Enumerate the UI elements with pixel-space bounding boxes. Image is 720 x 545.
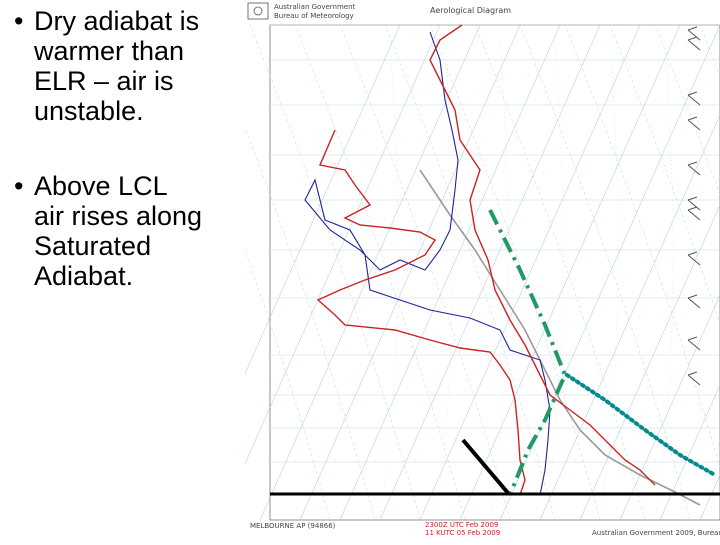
dry-adiabat-line: [159, 24, 331, 521]
dry-adiabat-line: [294, 24, 466, 521]
saturated-adiabat-lines: [379, 39, 720, 521]
isotherm-line: [219, 24, 441, 521]
parcel-path-curve: [419, 169, 701, 506]
wind-barb: [687, 39, 701, 51]
wind-barb-flag: [687, 336, 698, 341]
dry-adiabat-line: [339, 24, 511, 521]
wind-barb: [687, 29, 701, 41]
footer-time: 2300Z UTC Feb 2009: [425, 521, 498, 529]
wind-barb: [687, 119, 701, 131]
dry-adiabat-ascent-path: [565, 373, 717, 477]
bullet-text: Above LCL air rises along Saturated Adia…: [34, 171, 203, 291]
wind-barb-flag: [687, 36, 698, 41]
dry-adiabat-line: [204, 24, 376, 521]
dewpoint-profile: [304, 31, 551, 496]
wind-barb: [687, 164, 701, 176]
isotherm-line: [419, 24, 641, 521]
wind-barb-flag: [687, 26, 698, 31]
saturated-adiabat-line: [544, 39, 564, 521]
header-agency-1: Australian Government: [274, 3, 356, 11]
isotherm-line: [579, 204, 720, 521]
isotherm-line: [299, 24, 521, 521]
wind-barb: [687, 297, 701, 309]
isotherm-line: [339, 24, 561, 521]
dry-adiabat-lines: [159, 24, 720, 521]
isotherm-lines: [179, 24, 720, 521]
aerological-diagram: Australian Government Bureau of Meteorol…: [159, 0, 720, 540]
isotherm-line: [179, 24, 401, 521]
dry-adiabat-line: [564, 24, 720, 468]
surface-parcel-marker: [461, 438, 510, 495]
wind-barb: [687, 339, 701, 351]
dry-adiabat-line: [249, 24, 421, 521]
bom-logo: [247, 2, 269, 20]
dry-adiabat-line: [474, 24, 646, 521]
bullet-dot: •: [14, 6, 24, 36]
plot-frame: [269, 24, 720, 521]
saturated-adiabat-line: [654, 39, 674, 521]
wind-barb-flag: [687, 161, 698, 166]
saturated-adiabat-line: [434, 39, 454, 521]
wind-barb: [687, 94, 701, 106]
isotherm-line: [659, 384, 720, 521]
slide-text: • Dry adiabat is warmer than ELR – air i…: [0, 0, 245, 540]
bullet-text: Dry adiabat is warmer than ELR – air is …: [34, 6, 200, 126]
temperature-profile-upper: [316, 129, 526, 496]
header-agency-2: Bureau of Meteorology: [274, 12, 354, 20]
wind-barb: [687, 374, 701, 386]
isotherm-line: [539, 114, 720, 521]
wind-barb-flag: [687, 206, 698, 211]
wind-barb: [687, 199, 701, 211]
diagram-canvas: Australian Government Bureau of Meteorol…: [159, 2, 720, 537]
saturated-adiabat-line: [489, 39, 509, 521]
dry-adiabat-line: [429, 24, 601, 521]
wind-barb-flag: [687, 294, 698, 299]
wind-barb-flag: [687, 116, 698, 121]
footer-copyright: Australian Government 2009, Bureau: [592, 529, 720, 537]
footer-time-2: 11 KUTC 05 Feb 2009: [425, 529, 500, 537]
wind-barb: [687, 254, 701, 266]
wind-barb-flag: [687, 251, 698, 256]
wind-barb-flag: [687, 91, 698, 96]
saturated-adiabat-ascent-path: [488, 209, 568, 496]
footer-station: MELBOURNE AP (94866): [250, 522, 336, 530]
wind-barb-flag: [687, 371, 698, 376]
bullet-dot: •: [14, 171, 24, 201]
saturated-adiabat-line: [379, 39, 399, 521]
saturated-adiabat-line: [599, 39, 619, 521]
isotherm-line: [259, 24, 481, 521]
header-title: Aerological Diagram: [430, 6, 511, 15]
wind-barb: [687, 209, 701, 221]
wind-barbs: [687, 26, 701, 386]
isobar-lines: [270, 24, 720, 495]
saturated-adiabat-line: [709, 40, 720, 521]
wind-barb-flag: [687, 196, 698, 201]
temperature-profile: [429, 24, 656, 486]
isotherm-line: [459, 24, 681, 521]
